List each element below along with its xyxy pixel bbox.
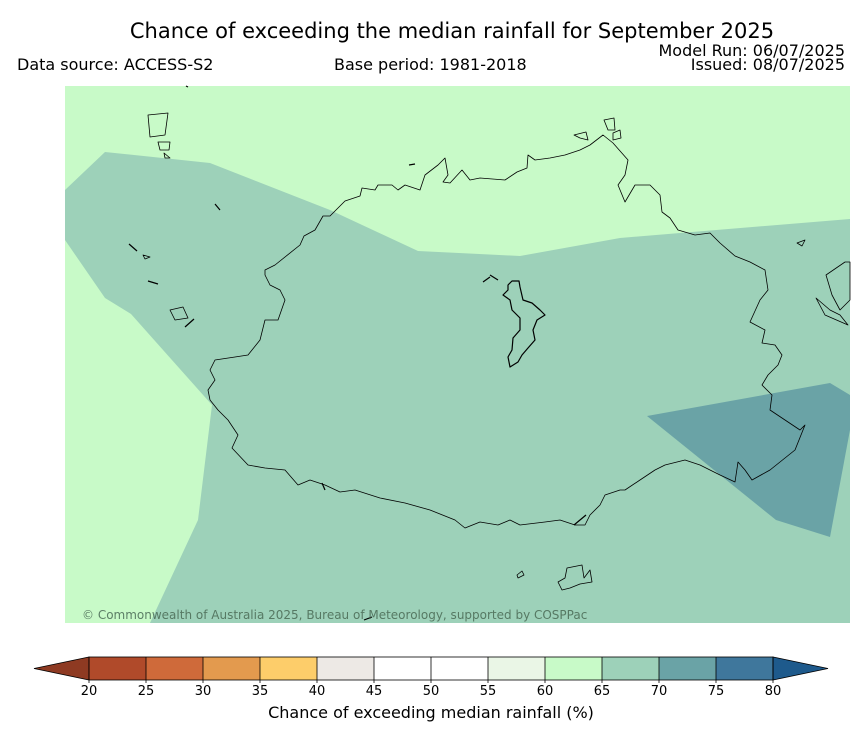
island-east: [796, 239, 806, 247]
colorbar-segment: [659, 657, 716, 680]
chart-title: Chance of exceeding the median rainfall …: [129, 19, 775, 43]
coastline: [142, 112, 851, 591]
island-west: [169, 306, 189, 321]
colorbar-tick-label: 25: [138, 684, 155, 699]
colorbar-tick-label: 80: [765, 684, 782, 699]
colorbar-segment: [89, 657, 146, 680]
region-70-75: [647, 383, 850, 537]
colorbar-tick-label: 60: [537, 684, 554, 699]
island-east-2: [825, 261, 851, 311]
island-west-2: [142, 254, 151, 260]
colorbar-tick-label: 30: [195, 684, 212, 699]
colorbar-extend-upper: [772, 656, 829, 681]
colorbar-segment: [602, 657, 659, 680]
coastline-islets: [128, 85, 587, 621]
model-run-label: Model Run: 06/07/2025: [658, 41, 846, 60]
data-source-label: Data source: ACCESS-S2: [17, 55, 214, 74]
island-northeast-2: [603, 117, 616, 131]
colorbar-segment: [374, 657, 431, 680]
colorbar-segment: [317, 657, 374, 680]
colorbar-tick-label: 45: [366, 684, 383, 699]
island-north-3: [163, 152, 171, 159]
colorbar-tick-label: 20: [81, 684, 98, 699]
colorbar-tick-label: 75: [708, 684, 725, 699]
colorbar-segment: [716, 657, 773, 680]
inland-lake: [502, 280, 546, 368]
colorbar-tick-label: 70: [651, 684, 668, 699]
island-north-2: [157, 141, 171, 151]
colorbar-segment: [146, 657, 203, 680]
island-east-3: [815, 297, 849, 326]
colorbar-segment: [203, 657, 260, 680]
colorbar-segment: [545, 657, 602, 680]
colorbar-segment: [260, 657, 317, 680]
colorbar-segment: [431, 657, 488, 680]
colorbar-tick-label: 35: [252, 684, 269, 699]
colorbar-tick-label: 65: [594, 684, 611, 699]
island-south: [516, 570, 525, 579]
copyright-notice: © Commonwealth of Australia 2025, Bureau…: [82, 608, 588, 622]
rainfall-probability-map: [65, 85, 851, 623]
region-65-70: [65, 152, 850, 623]
colorbar-tick-label: 50: [423, 684, 440, 699]
colorbar-tick-label: 55: [480, 684, 497, 699]
island-north: [147, 112, 169, 138]
island-south-2: [557, 564, 593, 591]
island-northeast: [573, 131, 589, 141]
mainland-coastline: [207, 134, 806, 529]
base-period-label: Base period: 1981-2018: [334, 55, 527, 74]
island-northeast-3: [612, 129, 622, 141]
issued-label: Issued: 08/07/2025: [690, 55, 845, 74]
colorbar-ticks: 20 25 30 35 40 45 50 55 60 65 70 75 80: [81, 657, 782, 699]
colorbar-tick-label: 40: [309, 684, 326, 699]
colorbar-segment: [488, 657, 545, 680]
colorbar-label: Chance of exceeding median rainfall (%): [268, 703, 594, 722]
colorbar-extend-lower: [33, 656, 90, 681]
